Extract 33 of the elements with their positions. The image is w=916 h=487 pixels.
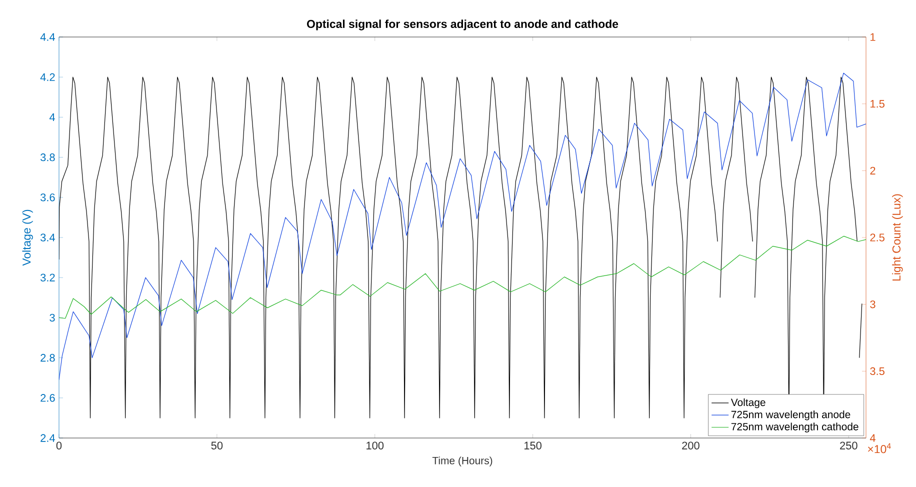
y2-tick-label: 2.5	[870, 234, 884, 242]
y-axis-title: Voltage (V)	[22, 210, 33, 266]
y-tick-label: 2.6	[40, 394, 55, 402]
y2-tick-label: 2	[870, 166, 876, 174]
x-tick-label: 150	[524, 442, 542, 450]
y2-tick-label: 3.5	[870, 367, 884, 376]
y2-tick-label: 1	[870, 33, 876, 41]
y-tick-label: 3.6	[40, 194, 55, 202]
x-tick-label: 100	[366, 442, 384, 450]
chart-title: Optical signal for sensors adjacent to anode and cathode	[306, 20, 618, 30]
y-tick-label: 3	[50, 314, 55, 322]
y2-axis-title: Light Count (Lux)	[892, 194, 903, 281]
x-tick-label: 200	[682, 442, 700, 450]
legend-label: 725nm wavelength anode	[731, 410, 850, 420]
line-series	[59, 236, 866, 319]
text: ×10$^{4}$	[868, 443, 891, 454]
y-tick-label: 2.4	[40, 434, 55, 442]
x-axis-title: Time (Hours)	[432, 456, 492, 466]
y-tick-label: 3.4	[40, 234, 55, 242]
legend-label: Voltage	[730, 398, 766, 408]
y-tick-label: 2.8	[40, 354, 55, 362]
y2-tick-label: 3	[870, 300, 876, 308]
y-tick-label: 3.8	[40, 153, 55, 162]
y2-tick-label: 4	[870, 434, 876, 442]
y-tick-label: 4	[49, 113, 55, 121]
y-tick-label: 4.4	[40, 33, 55, 41]
y-tick-label: 3.2	[40, 274, 55, 282]
x-tick-label: 250	[840, 442, 858, 450]
legend-label: 725nm wavelength cathode	[731, 422, 858, 432]
x-tick-label: 50	[211, 442, 223, 450]
x-tick-label: 0	[56, 442, 62, 450]
y2-tick-label: 1.5	[870, 100, 884, 108]
y-tick-label: 4.2	[40, 73, 55, 81]
